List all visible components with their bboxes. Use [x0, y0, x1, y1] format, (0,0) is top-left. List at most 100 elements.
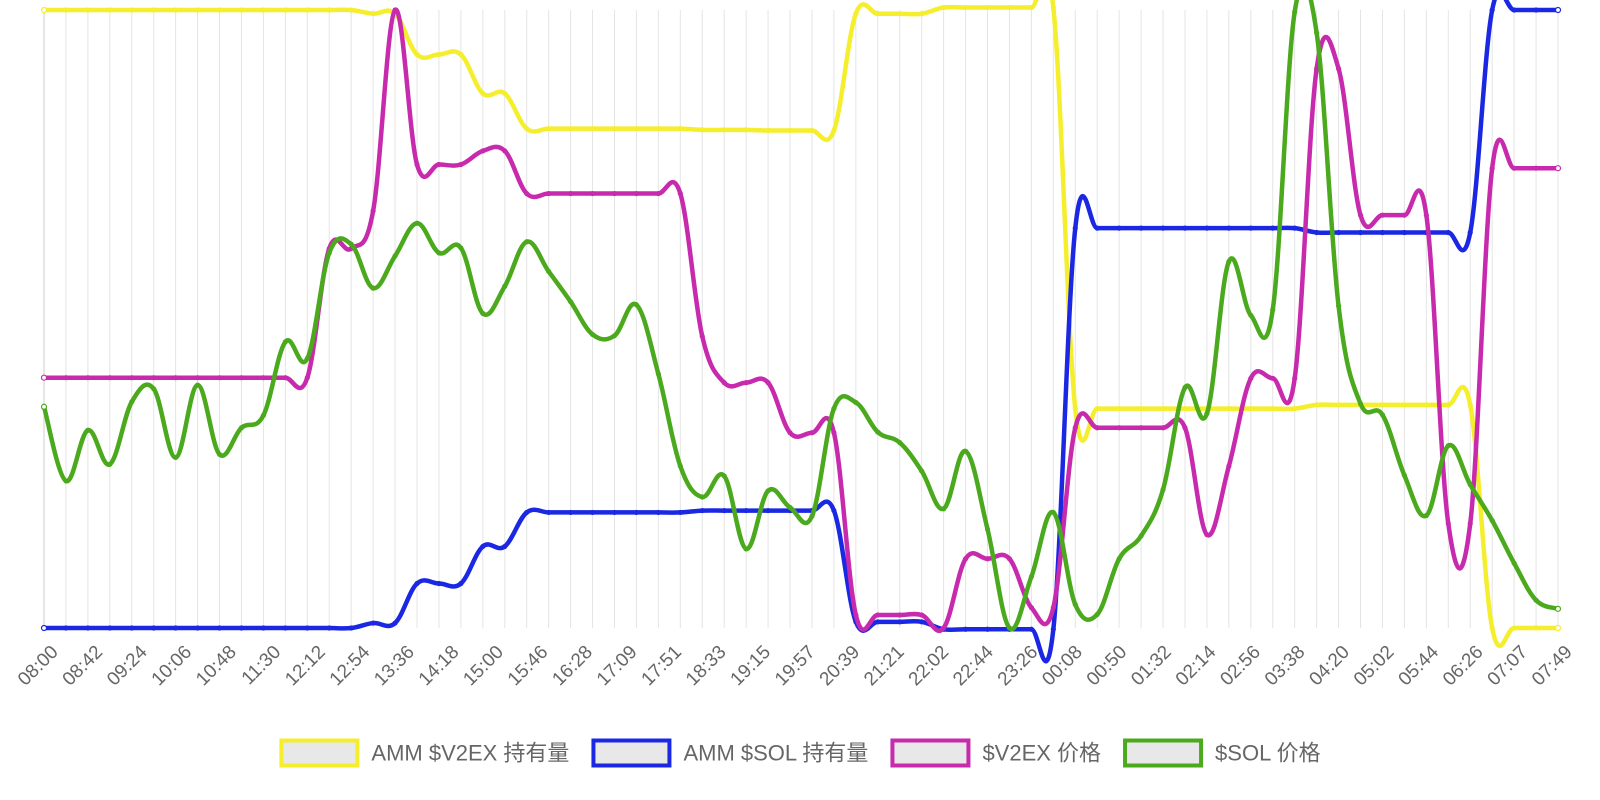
series-2-point-49: [1116, 425, 1122, 431]
series-2-point-36: [831, 430, 837, 436]
series-0-point-50: [1138, 406, 1144, 412]
x-tick-label: 12:12: [281, 642, 329, 690]
series-3-point-40: [919, 468, 925, 474]
series-2-point-1: [63, 375, 69, 381]
series-0-point-29: [677, 126, 683, 132]
legend-label-1: AMM $SOL 持有量: [683, 741, 868, 766]
x-tick-label: 05:02: [1350, 642, 1398, 690]
x-tick-label: 22:02: [905, 642, 953, 690]
series-0-point-28: [655, 126, 661, 132]
series-3-point-1: [63, 478, 69, 484]
series-1-point-53: [1204, 225, 1210, 231]
series-1-point-32: [743, 507, 749, 514]
series-0-point-30: [699, 127, 705, 133]
series-1-point-8: [216, 625, 223, 631]
series-0-point-17: [414, 51, 420, 58]
series-0-point-64: [1445, 402, 1451, 408]
x-tick-label: 15:00: [459, 642, 507, 690]
series-3-point-20: [480, 310, 486, 317]
series-0-point-58: [1314, 402, 1320, 408]
series-1-point-15: [370, 620, 376, 626]
series-0-point-33: [765, 127, 771, 134]
series-1-point-40: [919, 619, 925, 625]
series-2-point-54: [1226, 463, 1232, 469]
series-3-point-53: [1204, 410, 1210, 417]
series-2-point-12: [304, 375, 310, 381]
legend-swatch-3: [1123, 738, 1204, 768]
series-3-point-33: [765, 488, 771, 494]
series-1-point-22: [524, 509, 530, 516]
series-0-point-8: [216, 7, 223, 13]
series-1-point-23: [546, 509, 552, 516]
series-2-point-20: [480, 148, 486, 154]
series-2-point-27: [633, 190, 640, 197]
series-2-point-52: [1182, 425, 1188, 431]
x-tick-label: 07:07: [1484, 642, 1532, 690]
series-3-point-51: [1160, 486, 1166, 493]
series-3-point-24: [568, 299, 574, 305]
series-2-point-34: [787, 430, 793, 436]
x-tick-label: 08:00: [14, 642, 62, 690]
series-3-point-32: [743, 546, 749, 552]
series-2-point-41: [941, 625, 947, 631]
series-0-point-31: [721, 127, 727, 133]
series-3-point-15: [370, 285, 376, 291]
series-2-point-35: [809, 430, 815, 436]
series-2-point-3: [107, 375, 113, 381]
series-3-point-31: [721, 473, 727, 479]
legend-swatch-1: [591, 738, 672, 768]
series-2-point-24: [568, 190, 574, 197]
legend-label-3: $SOL 价格: [1215, 741, 1321, 766]
series-2-point-66: [1489, 165, 1495, 171]
series-0-point-27: [633, 126, 640, 132]
series-3: [40, 0, 1562, 632]
series-0-point-15: [370, 11, 376, 17]
series-0-point-39: [897, 11, 903, 17]
series-0-point-19: [458, 51, 464, 58]
series-2-point-19: [458, 161, 464, 168]
series-1: [40, 0, 1562, 664]
series-2-point-56: [1270, 375, 1276, 381]
series-2-point-6: [173, 375, 179, 381]
series-2-point-33: [765, 380, 771, 386]
series-1-point-64: [1445, 229, 1451, 236]
series-line-1: [41, 0, 1561, 664]
series-0-point-48: [1094, 406, 1100, 412]
series-3-point-23: [546, 268, 552, 275]
series-1-point-14: [348, 625, 354, 631]
series-2-point-9: [238, 375, 245, 381]
series-2-point-53: [1204, 532, 1210, 538]
series-1-point-21: [502, 543, 508, 550]
series-2-point-17: [414, 161, 420, 168]
series-2-point-5: [151, 375, 157, 381]
series-1-point-62: [1401, 229, 1408, 236]
x-tick-label: 19:15: [727, 642, 775, 690]
series-2-point-42: [962, 556, 969, 562]
series-1-point-2: [85, 625, 91, 631]
legend-item-1: AMM $SOL 持有量: [591, 738, 868, 768]
series-0-point-55: [1248, 406, 1254, 412]
series-0-point-1: [63, 7, 69, 13]
series-2-point-61: [1379, 212, 1386, 218]
x-tick-label: 02:14: [1172, 641, 1221, 690]
series-3-point-4: [129, 399, 135, 405]
series-1-point-13: [326, 625, 332, 631]
x-tick-label: 19:57: [771, 642, 819, 690]
series-3-point-49: [1116, 556, 1122, 562]
series-3-point-38: [875, 429, 881, 435]
series-1-point-50: [1138, 225, 1144, 231]
series-3-point-30: [699, 494, 705, 500]
series-1-point-39: [897, 619, 903, 625]
x-tick-label: 10:48: [192, 642, 240, 690]
legend-item-0: AMM $V2EX 持有量: [279, 738, 569, 768]
series-0-point-37: [853, 11, 859, 17]
series-1-point-46: [1050, 626, 1056, 632]
series-1-point-10: [260, 625, 267, 631]
series-3-point-63: [1423, 512, 1429, 519]
series-0-point-36: [831, 127, 837, 134]
x-tick-label: 17:09: [593, 642, 641, 690]
x-tick-label: 02:56: [1216, 642, 1264, 690]
series-0-point-54: [1226, 406, 1232, 412]
series-2-point-21: [502, 148, 508, 154]
